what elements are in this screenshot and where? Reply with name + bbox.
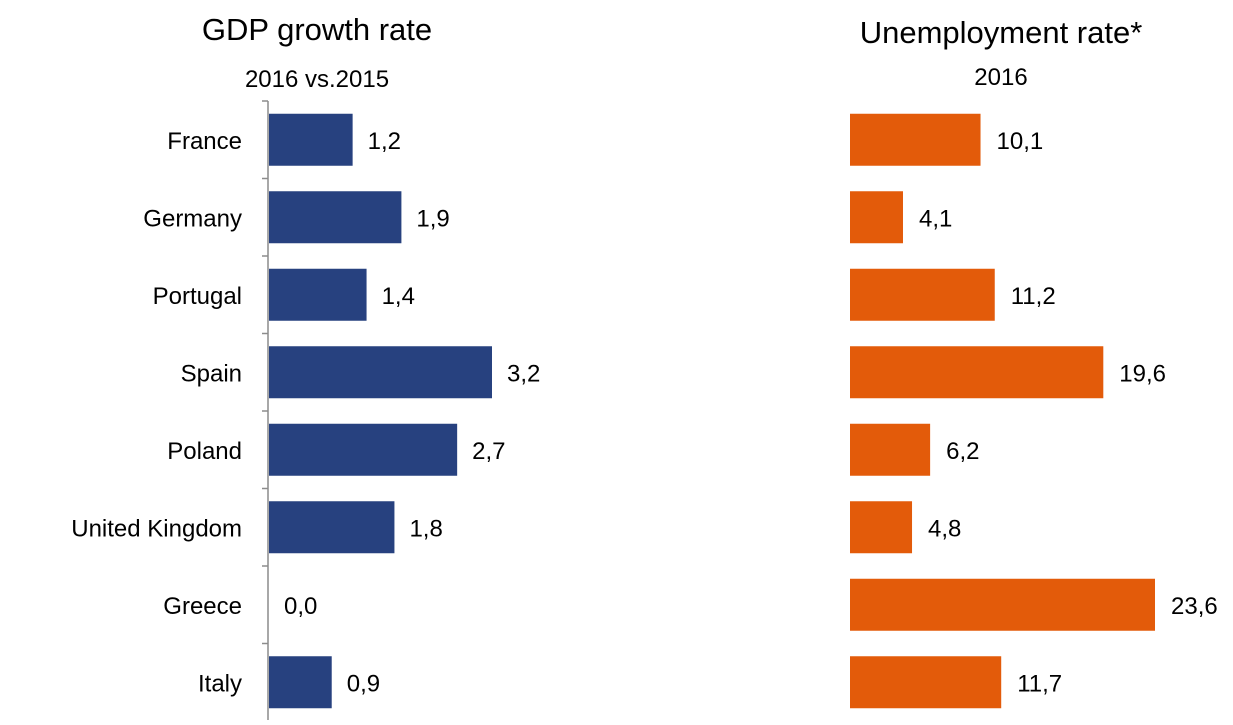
gdp-chart-subtitle: 2016 vs.2015 [245, 66, 389, 93]
gdp-bar [269, 656, 332, 709]
unemployment-value-label: 23,6 [1171, 593, 1218, 620]
unemployment-value-label: 19,6 [1119, 360, 1166, 387]
unemployment-bar [850, 268, 995, 321]
unemployment-bar [850, 578, 1155, 631]
gdp-chart-title: GDP growth rate [202, 12, 432, 47]
unemployment-chart-subtitle: 2016 [974, 64, 1027, 91]
gdp-category-label: Italy [198, 670, 242, 697]
gdp-bar [269, 346, 492, 399]
gdp-category-label: Poland [167, 438, 242, 465]
gdp-category-label: United Kingdom [71, 515, 242, 542]
unemployment-value-label: 11,7 [1017, 670, 1062, 697]
gdp-category-label: Portugal [153, 283, 242, 310]
gdp-chart: GDP growth rate 2016 vs.2015 France 1,2 Ge… [71, 12, 540, 720]
unemployment-value-label: 11,2 [1011, 283, 1056, 310]
gdp-value-label: 3,2 [507, 360, 540, 387]
unemployment-bar [850, 656, 1002, 709]
gdp-value-label: 0,0 [284, 593, 317, 620]
gdp-marks: France 1,2 Germany 1,9 Portugal 1,4 Spain 3,2 Po… [71, 100, 540, 720]
unemployment-value-label: 4,1 [919, 205, 952, 232]
gdp-bar [269, 268, 367, 321]
unemployment-bar [850, 191, 903, 244]
gdp-category-label: France [167, 128, 242, 155]
gdp-value-label: 1,2 [368, 128, 401, 155]
gdp-bar [269, 501, 395, 554]
unemployment-bar [850, 501, 913, 554]
gdp-bar [269, 191, 402, 244]
gdp-bar [269, 113, 353, 166]
gdp-category-label: Greece [163, 593, 242, 620]
unemployment-value-label: 4,8 [928, 515, 961, 542]
unemployment-chart-title: Unemployment rate* [860, 15, 1143, 50]
gdp-category-label: Spain [181, 360, 242, 387]
unemployment-chart: Unemployment rate* 2016 10,1 4,1 11,2 19,6 6… [850, 15, 1218, 709]
unemployment-value-label: 6,2 [946, 438, 979, 465]
gdp-value-label: 1,4 [382, 283, 415, 310]
gdp-value-label: 2,7 [472, 438, 505, 465]
unemployment-bar [850, 423, 931, 476]
gdp-bar [269, 423, 458, 476]
unemployment-bar [850, 113, 981, 166]
gdp-value-label: 1,8 [409, 515, 442, 542]
gdp-value-label: 1,9 [416, 205, 449, 232]
gdp-value-label: 0,9 [347, 670, 380, 697]
unemployment-value-label: 10,1 [997, 128, 1044, 155]
gdp-category-label: Germany [143, 205, 242, 232]
unemployment-bar [850, 346, 1104, 399]
unemployment-marks: 10,1 4,1 11,2 19,6 6,2 4,8 23,6 11,7 [850, 113, 1218, 709]
